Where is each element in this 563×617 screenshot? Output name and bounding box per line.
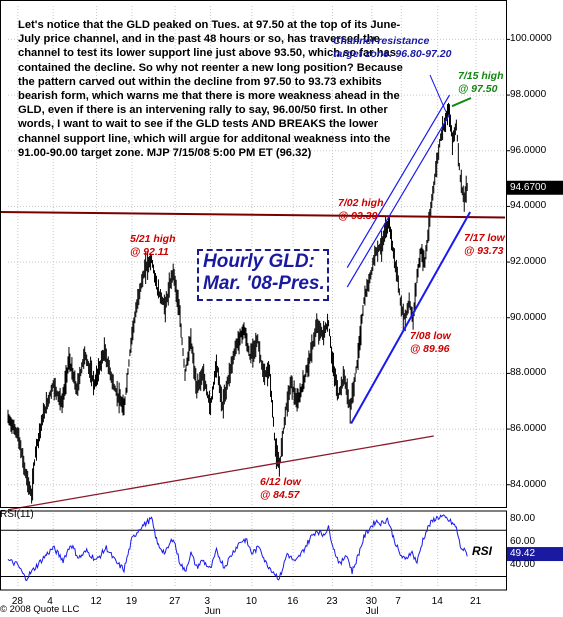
rsi-panel-frame <box>0 510 507 591</box>
channel-resistance-label: Channel resistance target zone: 96.80-97… <box>333 35 451 60</box>
date-tick-label: 3 <box>204 596 211 607</box>
high-715-line2: @ 97.50 <box>458 82 498 95</box>
last-price-box <box>507 180 563 195</box>
high-pointer <box>451 97 472 108</box>
date-tick-label: 19 <box>125 596 138 607</box>
commentary-text: Let's notice that the GLD peaked on Tues… <box>18 19 403 159</box>
support-line <box>7 435 434 511</box>
rsi-panel-label: RSI(11) <box>0 509 34 520</box>
date-tick-label: 14 <box>431 596 443 607</box>
rsi-tick-label: 80.00 <box>510 512 536 524</box>
resistance-pointer <box>429 74 447 112</box>
date-tick-label: 4 <box>47 596 53 607</box>
date-tick-label: 27 <box>169 596 181 607</box>
high-715-line1: 7/15 high <box>458 70 504 82</box>
price-tick-label: 86.0000 <box>510 423 547 435</box>
high-521-line2: @ 92.11 <box>130 245 169 258</box>
high-521-label: 5/21 high @ 92.11 <box>130 233 176 258</box>
channel-line-upper <box>346 94 451 268</box>
panel-frames <box>0 0 563 591</box>
channel-lines <box>0 74 506 511</box>
price-tick-label: 92.0000 <box>510 256 547 268</box>
date-tick-label: 12 <box>90 596 102 607</box>
low-708-line1: 7/08 low <box>410 330 451 342</box>
copyright-footer: © 2008 Quote LLC <box>0 604 80 615</box>
price-tick-label: 84.0000 <box>510 478 547 490</box>
resistance-line <box>0 210 506 219</box>
low-612-label: 6/12 low @ 84.57 <box>260 476 301 501</box>
rsi-last-label: 49.42 <box>510 548 536 560</box>
price-tick-label: 100.0000 <box>510 33 552 45</box>
price-series <box>7 102 468 504</box>
price-tick-label: 98.0000 <box>510 89 547 101</box>
low-717-line1: 7/17 low <box>464 232 505 244</box>
date-tick-label: 10 <box>245 596 257 607</box>
channel-resistance-line2: target zone: 96.80-97.20 <box>333 47 452 60</box>
date-tick-label: 21 <box>470 596 482 607</box>
date-tick-label: 7 <box>395 596 401 607</box>
low-717-label: 7/17 low @ 93.73 <box>464 232 505 257</box>
price-grid <box>8 6 506 588</box>
month-label: Jul <box>365 606 379 617</box>
rsi-line <box>7 514 468 582</box>
chart-title-box: Hourly GLD: Mar. '08-Pres. <box>197 249 329 301</box>
rsi-last-box <box>507 547 563 562</box>
rsi-tick-label: 60.00 <box>510 535 536 547</box>
chart-title: Hourly GLD: <box>203 251 315 272</box>
channel-line-upper-inner <box>346 114 451 288</box>
channel-line-lower <box>350 211 472 424</box>
low-612-line2: @ 84.57 <box>260 488 300 501</box>
price-tick-label: 96.0000 <box>510 144 547 156</box>
high-702-line1: 7/02 high <box>338 197 384 209</box>
low-717-line2: @ 93.73 <box>464 244 504 257</box>
price-tick-label: 88.0000 <box>510 367 547 379</box>
chart-subtitle: Mar. '08-Pres. <box>203 273 325 294</box>
low-612-line1: 6/12 low <box>260 476 301 488</box>
high-715-label: 7/15 high @ 97.50 <box>458 70 504 95</box>
low-708-line2: @ 89.96 <box>410 342 450 355</box>
rsi-series <box>7 514 468 582</box>
high-521-line1: 5/21 high <box>130 233 176 245</box>
high-702-line2: @ 93.39 <box>338 209 378 222</box>
month-label: Jun <box>204 606 221 617</box>
price-tick-label: 94.0000 <box>510 200 547 212</box>
price-panel-frame <box>0 0 507 508</box>
date-tick-label: 23 <box>326 596 338 607</box>
low-708-label: 7/08 low @ 89.96 <box>410 330 451 355</box>
date-tick-label: 16 <box>287 596 299 607</box>
rsi-tick-label: 40.00 <box>510 558 536 570</box>
price-tick-label: 90.0000 <box>510 311 547 323</box>
last-price-label: 94.6700 <box>510 181 547 193</box>
high-702-label: 7/02 high @ 93.39 <box>338 197 384 222</box>
date-tick-label: 28 <box>11 596 23 607</box>
channel-resistance-line1: Channel resistance <box>333 35 430 47</box>
date-tick-label: 30 <box>365 596 377 607</box>
rsi-side-label: RSI <box>472 544 493 558</box>
